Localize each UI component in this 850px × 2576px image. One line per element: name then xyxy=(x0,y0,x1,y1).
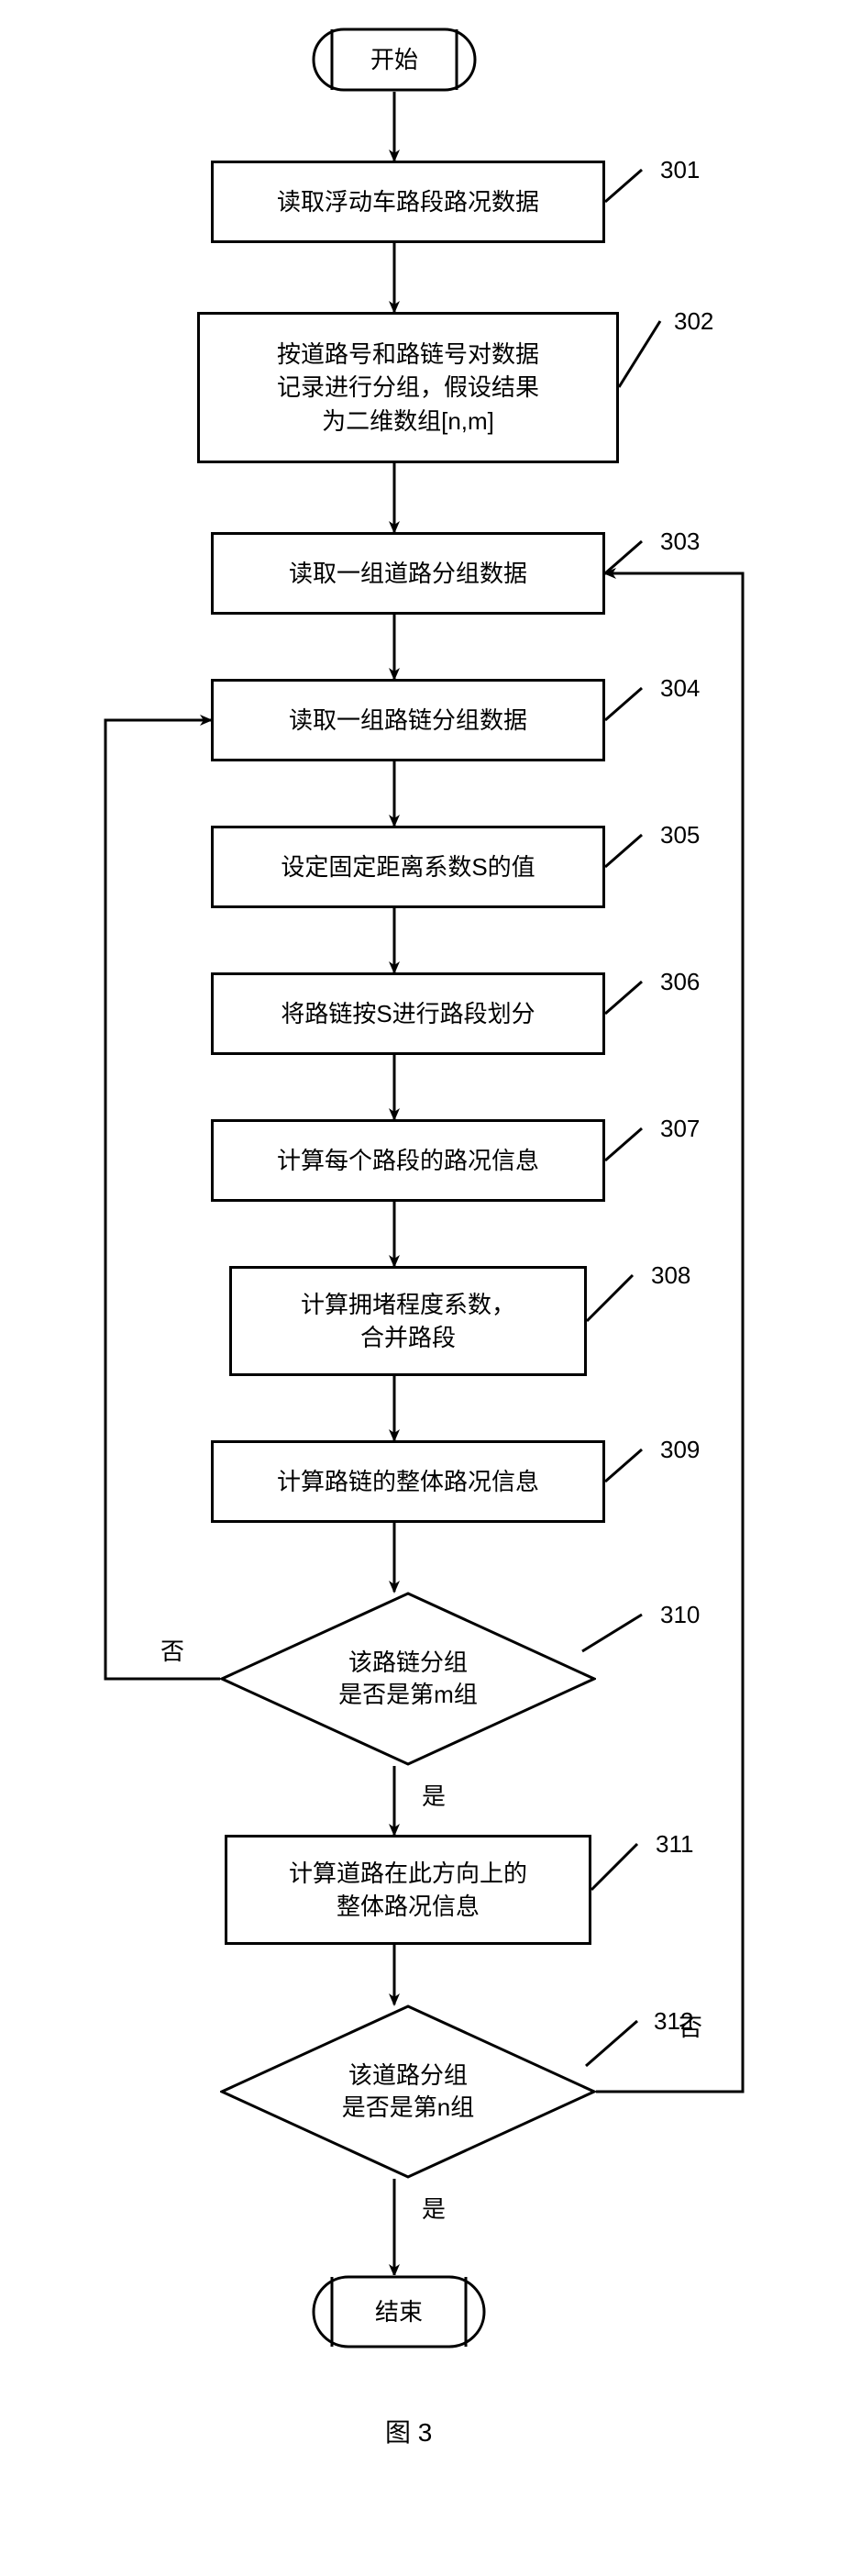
process-n308: 计算拥堵程度系数， 合并路段 xyxy=(229,1266,587,1376)
figure-caption: 图 3 xyxy=(385,2413,432,2449)
process-n305: 设定固定距离系数S的值 xyxy=(211,826,605,908)
step-tag-303: 303 xyxy=(660,527,700,556)
step-tag-302: 302 xyxy=(674,307,713,336)
flowchart-container: 开始读取浮动车路段路况数据按道路号和路链号对数据 记录进行分组，假设结果 为二维… xyxy=(18,18,832,2558)
step-tag-301: 301 xyxy=(660,156,700,184)
decision-d310: 该路链分组 是否是第m组 xyxy=(220,1592,596,1766)
decision-d312: 该道路分组 是否是第n组 xyxy=(220,2004,596,2179)
process-n303: 读取一组道路分组数据 xyxy=(211,532,605,615)
process-n307: 计算每个路段的路况信息 xyxy=(211,1119,605,1202)
process-n309: 计算路链的整体路况信息 xyxy=(211,1440,605,1523)
step-tag-308: 308 xyxy=(651,1261,690,1290)
branch-label-d310_yes: 是 xyxy=(422,1778,446,1812)
branch-label-d312_yes: 是 xyxy=(422,2191,446,2225)
terminator-start: 开始 xyxy=(312,28,477,92)
terminator-end: 结束 xyxy=(312,2275,486,2348)
branch-label-d312_no: 否 xyxy=(679,2009,702,2043)
process-n304: 读取一组路链分组数据 xyxy=(211,679,605,761)
process-n306: 将路链按S进行路段划分 xyxy=(211,972,605,1055)
branch-label-d310_no: 否 xyxy=(160,1633,184,1667)
step-tag-305: 305 xyxy=(660,821,700,849)
step-tag-310: 310 xyxy=(660,1601,700,1629)
process-n302: 按道路号和路链号对数据 记录进行分组，假设结果 为二维数组[n,m] xyxy=(197,312,619,463)
process-n301: 读取浮动车路段路况数据 xyxy=(211,161,605,243)
step-tag-307: 307 xyxy=(660,1115,700,1143)
step-tag-311: 311 xyxy=(656,1830,693,1859)
process-n311: 计算道路在此方向上的 整体路况信息 xyxy=(225,1835,591,1945)
step-tag-309: 309 xyxy=(660,1436,700,1464)
step-tag-304: 304 xyxy=(660,674,700,703)
step-tag-306: 306 xyxy=(660,968,700,996)
